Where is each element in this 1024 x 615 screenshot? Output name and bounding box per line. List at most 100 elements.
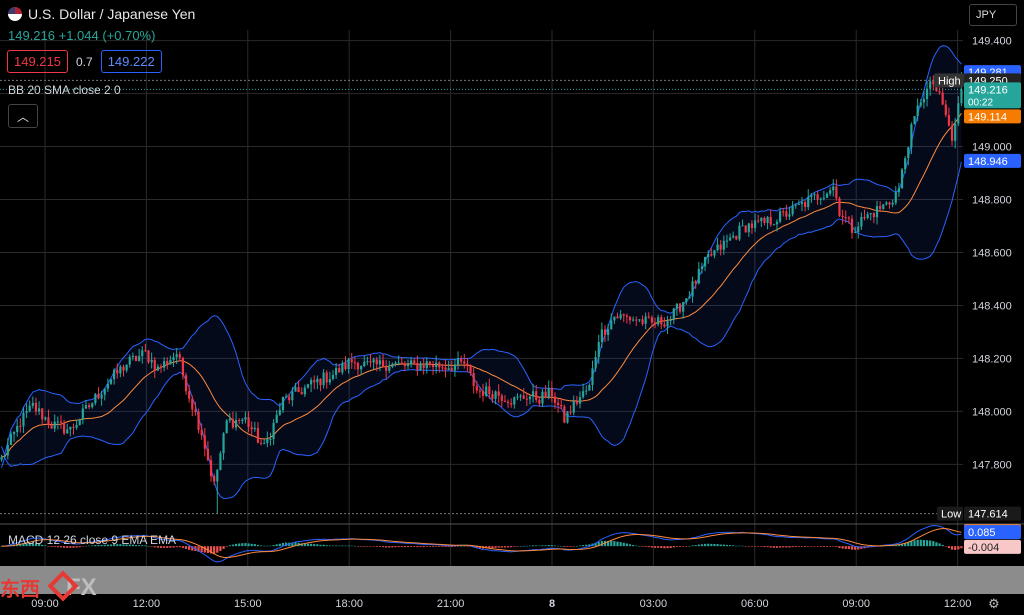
macd-hist-bar	[413, 546, 416, 547]
candle-body	[910, 124, 913, 148]
candle-body	[97, 393, 100, 399]
macd-hist-bar	[510, 546, 513, 548]
candle-body	[929, 81, 932, 89]
macd-hist-bar	[700, 544, 704, 547]
macd-hist-bar	[475, 546, 478, 548]
macd-hist-bar	[819, 546, 822, 547]
candle-body	[904, 158, 907, 170]
chevron-up-icon[interactable]: ︿	[8, 104, 38, 128]
macd-hist-bar	[241, 543, 244, 547]
macd-hist-bar	[538, 545, 541, 547]
candle-body	[356, 362, 360, 370]
candle-body	[553, 396, 557, 403]
candle-body	[341, 362, 344, 373]
macd-hist-bar	[491, 546, 494, 549]
candle-body	[288, 396, 291, 401]
candle-body	[750, 223, 754, 228]
macd-hist-bar	[900, 543, 904, 547]
candle-body	[835, 186, 838, 199]
candle-body	[525, 398, 528, 400]
candle-body	[228, 418, 231, 421]
macd-hist-bar	[144, 545, 147, 547]
candle-body	[294, 387, 297, 392]
tag-bb-lower	[964, 153, 1021, 168]
macd-hist-bar	[431, 546, 435, 547]
x-tick-label: 03:00	[640, 598, 668, 610]
candle-body	[178, 354, 181, 358]
macd-hist-bar	[541, 545, 544, 547]
macd-hist-bar	[422, 546, 425, 548]
macd-hist-bar	[31, 543, 34, 547]
candle-body	[166, 361, 169, 365]
candle-body	[772, 224, 775, 226]
candle-body	[500, 395, 503, 401]
indicator-label[interactable]: BB 20 SMA close 2 0	[8, 83, 121, 97]
macd-hist-bar	[197, 546, 200, 552]
candle-body	[247, 417, 250, 427]
macd-hist-bar	[847, 546, 850, 550]
gear-icon[interactable]: ⚙	[988, 596, 1000, 611]
macd-hist-bar	[428, 546, 432, 547]
macd-hist-bar	[744, 546, 747, 547]
candle-body	[313, 380, 316, 383]
candle-body	[141, 350, 144, 357]
macd-hist-bar	[585, 544, 588, 547]
candle-body	[319, 378, 322, 386]
candle-body	[450, 368, 453, 371]
macd-hist-bar	[200, 546, 203, 553]
candle-body	[241, 419, 244, 421]
macd-hist-bar	[703, 543, 707, 547]
candle-body	[919, 102, 922, 106]
candle-body	[822, 197, 825, 199]
logo-cn-text: 东西	[0, 579, 40, 601]
candle-body	[134, 355, 138, 361]
macd-hist-bar	[153, 546, 156, 548]
candle-body	[535, 391, 538, 400]
macd-hist-bar	[410, 546, 413, 547]
candle-body	[397, 362, 400, 364]
candle-body	[744, 225, 747, 233]
candle-body	[347, 359, 350, 370]
candle-body	[12, 431, 16, 434]
grid	[0, 30, 1024, 566]
macd-hist-bar	[460, 546, 463, 547]
ask-button[interactable]: 149.222	[100, 50, 162, 73]
candle-body	[647, 316, 650, 318]
macd-hist-bar	[375, 546, 378, 547]
bid-button[interactable]: 149.215	[7, 50, 68, 73]
macd-hist-bar	[600, 540, 603, 547]
candle-body	[935, 84, 938, 92]
candle-body	[125, 364, 128, 371]
candle-body	[825, 193, 829, 198]
macd-hist-bar	[694, 545, 697, 547]
macd-hist-bar	[125, 544, 128, 547]
candle-body	[506, 401, 510, 404]
macd-hist-bar	[353, 545, 356, 547]
x-tick-label: 12:00	[133, 598, 161, 610]
macd-hist-bar	[438, 546, 441, 547]
candle-body	[575, 401, 578, 404]
candle-body	[688, 296, 691, 299]
candle-body	[950, 125, 954, 141]
macd-hist-bar	[531, 545, 535, 547]
candle-body	[34, 402, 38, 412]
candle-body	[541, 391, 544, 404]
macd-hist-bar	[838, 546, 841, 548]
candle-body	[344, 362, 347, 370]
macd-hist-bar	[713, 544, 716, 547]
candle-body	[522, 395, 525, 399]
macd-hist-bar	[163, 546, 166, 548]
macd-hist-bar	[769, 546, 772, 548]
macd-hist-bar	[528, 545, 532, 547]
candle-body	[19, 425, 22, 427]
candle-body	[63, 422, 66, 434]
macd-hist-bar	[416, 546, 419, 548]
currency-selector[interactable]: JPY	[969, 4, 1017, 26]
macd-hist-bar	[547, 545, 550, 547]
macd-label[interactable]: MACD 12 26 close 9 EMA EMA	[8, 533, 177, 547]
macd-hist-bar	[175, 546, 178, 548]
candle-body	[278, 410, 281, 415]
candle-body	[216, 469, 219, 482]
candle-body	[281, 396, 285, 411]
